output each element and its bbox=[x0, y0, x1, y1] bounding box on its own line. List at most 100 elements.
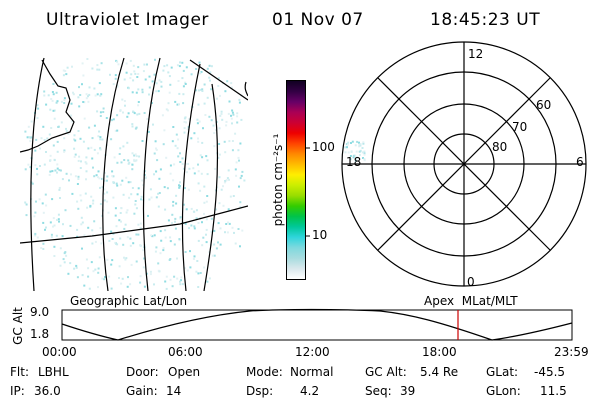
emission-pixel bbox=[163, 129, 166, 132]
emission-pixel bbox=[99, 138, 102, 141]
emission-pixel bbox=[237, 228, 240, 230]
latitude-line bbox=[244, 81, 248, 97]
emission-pixel bbox=[107, 211, 110, 214]
emission-pixel bbox=[358, 154, 361, 156]
emission-pixel bbox=[77, 178, 80, 180]
emission-pixel bbox=[114, 77, 117, 80]
emission-pixel bbox=[174, 217, 177, 220]
emission-pixel bbox=[79, 94, 82, 96]
emission-pixel bbox=[87, 275, 90, 278]
emission-pixel bbox=[197, 89, 200, 92]
emission-pixel bbox=[97, 267, 100, 270]
emission-pixel bbox=[219, 227, 222, 230]
emission-pixel bbox=[160, 85, 163, 88]
emission-pixel bbox=[24, 130, 27, 133]
emission-pixel bbox=[201, 221, 203, 224]
latitude-line bbox=[189, 59, 248, 101]
longitude-line bbox=[30, 57, 45, 291]
emission-pixel bbox=[125, 176, 128, 179]
emission-pixel bbox=[111, 259, 114, 262]
emission-pixel bbox=[87, 95, 89, 98]
emission-pixel bbox=[139, 275, 142, 278]
emission-pixel bbox=[99, 136, 102, 139]
emission-pixel bbox=[115, 182, 118, 185]
emission-pixel bbox=[110, 263, 113, 266]
emission-pixel bbox=[195, 217, 198, 220]
emission-pixel bbox=[158, 177, 161, 180]
emission-pixel bbox=[227, 208, 230, 211]
emission-pixel bbox=[100, 62, 103, 65]
emission-pixel bbox=[184, 81, 187, 84]
emission-pixel bbox=[63, 261, 66, 264]
emission-pixel bbox=[227, 169, 230, 172]
emission-pixel bbox=[137, 233, 140, 236]
emission-pixel bbox=[225, 120, 228, 123]
latitude-line bbox=[20, 205, 248, 244]
emission-pixel bbox=[43, 90, 46, 93]
emission-pixel bbox=[81, 221, 84, 224]
emission-pixel bbox=[224, 231, 226, 234]
emission-pixel bbox=[354, 154, 357, 157]
emission-pixel bbox=[29, 166, 32, 169]
colorbar-tick-10: 10 bbox=[312, 228, 328, 242]
emission-pixel bbox=[61, 178, 64, 181]
emission-pixel bbox=[230, 82, 233, 85]
emission-pixel bbox=[83, 101, 86, 104]
emission-pixel bbox=[123, 78, 126, 81]
longitude-line bbox=[181, 63, 201, 291]
emission-pixel bbox=[157, 262, 160, 265]
emission-pixel bbox=[125, 257, 128, 260]
emission-pixel bbox=[363, 158, 366, 161]
glat-label: GLat: bbox=[486, 365, 519, 379]
emission-pixel bbox=[106, 175, 109, 178]
emission-pixel bbox=[125, 211, 128, 214]
emission-pixel bbox=[172, 126, 175, 128]
emission-pixel bbox=[238, 98, 241, 101]
emission-pixel bbox=[352, 156, 355, 159]
emission-pixel bbox=[199, 189, 202, 192]
emission-pixel bbox=[179, 280, 181, 283]
emission-pixel bbox=[111, 175, 114, 178]
emission-pixel bbox=[108, 275, 111, 278]
colorbar-tick-100: 100 bbox=[312, 140, 335, 154]
emission-pixel bbox=[50, 236, 53, 238]
emission-pixel bbox=[203, 83, 206, 86]
emission-pixel bbox=[345, 143, 348, 146]
emission-pixel bbox=[206, 96, 209, 99]
emission-pixel bbox=[220, 188, 223, 191]
emission-pixel bbox=[214, 167, 217, 170]
emission-pixel bbox=[147, 130, 150, 133]
emission-pixel bbox=[130, 193, 133, 196]
emission-pixel bbox=[224, 180, 227, 183]
emission-pixel bbox=[53, 255, 56, 257]
emission-pixel bbox=[356, 140, 359, 143]
emission-pixel bbox=[87, 100, 90, 103]
emission-pixel bbox=[206, 67, 209, 70]
emission-pixel bbox=[213, 145, 216, 148]
emission-pixel bbox=[72, 91, 74, 94]
emission-pixel bbox=[126, 141, 129, 144]
emission-pixel bbox=[27, 163, 30, 166]
emission-pixel bbox=[200, 88, 202, 91]
emission-pixel bbox=[118, 277, 120, 279]
emission-pixel bbox=[137, 187, 140, 190]
emission-pixel bbox=[142, 266, 145, 269]
emission-pixel bbox=[227, 112, 230, 115]
emission-pixel bbox=[198, 61, 201, 64]
emission-pixel bbox=[358, 144, 361, 146]
gcalt-value: 5.4 Re bbox=[420, 365, 459, 379]
emission-pixel bbox=[69, 224, 72, 227]
emission-pixel bbox=[169, 172, 172, 175]
emission-pixel bbox=[161, 114, 164, 117]
emission-pixel bbox=[154, 58, 156, 61]
emission-pixel bbox=[155, 170, 158, 173]
emission-pixel bbox=[131, 91, 134, 94]
emission-pixel bbox=[65, 73, 68, 76]
emission-pixel bbox=[57, 125, 60, 128]
emission-pixel bbox=[204, 114, 207, 116]
mlt-label-18: 18 bbox=[346, 155, 362, 169]
emission-pixel bbox=[91, 157, 94, 160]
emission-pixel bbox=[58, 186, 61, 189]
emission-pixel bbox=[88, 287, 91, 290]
